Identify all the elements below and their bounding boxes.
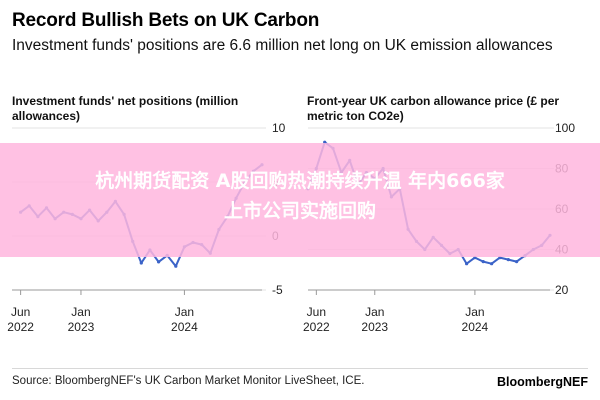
x-tick-label: Jan: [465, 305, 484, 319]
overlay-banner-text: 杭州期货配资 A股回购热潮持续升温 年内666家 上市公司实施回购: [0, 166, 600, 226]
source-note: Source: BloombergNEF's UK Carbon Market …: [12, 375, 365, 387]
x-tick-label: 2023: [68, 320, 95, 334]
x-tick-label: Jan: [365, 305, 384, 319]
chart-title: Record Bullish Bets on UK Carbon: [12, 10, 320, 31]
banner-line-2: 上市公司实施回购: [223, 200, 376, 222]
panel-title-carbon-price: Front-year UK carbon allowance price (£ …: [307, 94, 560, 123]
footer-divider: [12, 368, 588, 369]
data-point: [157, 260, 161, 264]
brand-logo: BloombergNEF: [497, 375, 588, 389]
x-tick-label: Jun: [307, 305, 326, 319]
x-tick-label: 2024: [171, 320, 198, 334]
banner-line-1: 杭州期货配资 A股回购热潮持续升温 年内666家: [95, 170, 505, 192]
data-point: [465, 262, 469, 266]
x-tick-label: Jan: [71, 305, 90, 319]
y-tick-label: 100: [555, 121, 575, 135]
chart-subtitle: Investment funds' positions are 6.6 mill…: [12, 37, 553, 54]
x-tick-label: 2022: [303, 320, 330, 334]
y-tick-label: -5: [272, 283, 283, 297]
data-point: [490, 262, 494, 266]
data-point: [139, 261, 143, 265]
x-tick-label: 2022: [7, 320, 34, 334]
x-tick-label: 2023: [361, 320, 388, 334]
y-tick-label: 10: [272, 121, 286, 135]
data-point: [323, 140, 327, 144]
data-point: [174, 264, 178, 268]
panel-title-net-positions: Investment funds' net positions (million…: [12, 94, 239, 123]
x-tick-label: 2024: [462, 320, 489, 334]
data-point: [506, 258, 510, 262]
x-tick-label: Jan: [175, 305, 194, 319]
x-tick-label: Jun: [11, 305, 30, 319]
data-point: [481, 260, 485, 264]
data-point: [515, 260, 519, 264]
y-tick-label: 20: [555, 283, 569, 297]
overlay-banner: [0, 143, 600, 257]
